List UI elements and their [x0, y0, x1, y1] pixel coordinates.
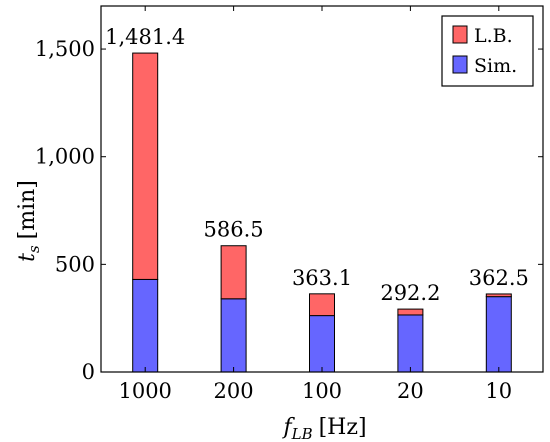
bar-segment-lb [132, 52, 159, 280]
y-axis-unit: [min] [15, 180, 40, 239]
bar-total-label: 362.5 [469, 266, 529, 290]
x-tick-label: 20 [397, 379, 424, 403]
bar-segment-sim [397, 314, 424, 373]
bar-total-label: 292.2 [380, 281, 440, 305]
y-tick-label: 500 [55, 252, 95, 276]
bar-segment-lb [220, 245, 247, 300]
bar-total-label: 1,481.4 [105, 25, 185, 49]
x-tick-label: 200 [214, 379, 254, 403]
y-tick-label: 1,500 [35, 37, 95, 61]
bar-segment-lb [485, 293, 512, 298]
x-tick-label: 1000 [118, 379, 171, 403]
plot-frame [100, 5, 544, 373]
bar-total-label: 586.5 [204, 218, 264, 242]
bar-segment-sim [485, 296, 512, 373]
legend: L.B. Sim. [441, 15, 534, 87]
bar-segment-lb [309, 293, 335, 317]
x-tick-label: 10 [485, 379, 512, 403]
x-axis-unit: [Hz] [319, 415, 367, 440]
x-axis-subscript: LB [291, 425, 313, 442]
bar-total-label: 363.1 [292, 266, 352, 290]
bar-segment-lb [397, 308, 424, 316]
legend-swatch-lb [452, 25, 468, 44]
y-tick-label: 1,000 [35, 145, 95, 169]
plot-area: 0 500 1,000 1,500 1,481.4 1000 586.5 200 363.1 10… [35, 6, 543, 403]
bar-segment-sim [309, 315, 335, 373]
legend-label-lb: L.B. [474, 25, 513, 47]
y-axis-symbol: t [15, 253, 40, 262]
y-axis-title: ts [min] [15, 180, 43, 262]
x-axis-title: fLB [Hz] [281, 415, 366, 442]
legend-label-sim: Sim. [474, 55, 517, 77]
x-tick-label: 100 [302, 379, 342, 403]
bar-segment-sim [132, 278, 159, 373]
y-tick-label: 0 [82, 360, 95, 384]
bar-segment-sim [220, 298, 247, 373]
legend-swatch-sim [452, 55, 468, 74]
y-axis-subscript: s [25, 245, 43, 253]
